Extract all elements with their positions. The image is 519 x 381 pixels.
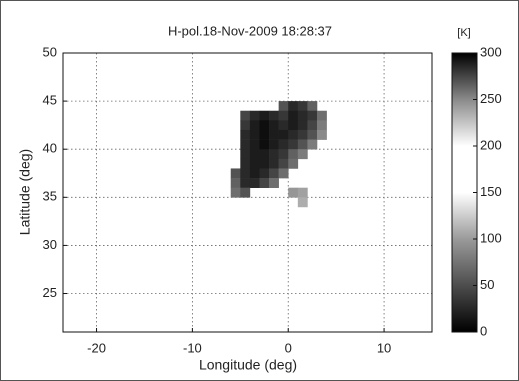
heat-cell — [269, 120, 279, 130]
heat-cell — [269, 149, 279, 159]
heat-cell — [288, 140, 298, 150]
y-tick-label: 35 — [43, 189, 57, 204]
heat-cell — [231, 168, 241, 178]
colorbar-tick-label: 0 — [480, 323, 487, 338]
heat-cell — [307, 101, 317, 111]
heat-cell — [269, 168, 279, 178]
heat-cell — [240, 168, 250, 178]
heat-cell — [279, 130, 289, 140]
heat-cell — [240, 149, 250, 159]
x-tick-label: -20 — [87, 340, 106, 355]
heat-cell — [231, 188, 241, 198]
heat-cell — [279, 140, 289, 150]
heat-cell — [288, 111, 298, 121]
heat-cell — [250, 130, 260, 140]
chart: H-pol.18-Nov-2009 18:28:37 Longitude (de… — [0, 0, 519, 381]
heat-cell — [250, 111, 260, 121]
heat-cell — [240, 178, 250, 188]
heat-cell — [269, 111, 279, 121]
colorbar-tick-label: 50 — [480, 277, 494, 292]
heat-cell — [250, 140, 260, 150]
y-tick-label: 40 — [43, 141, 57, 156]
heat-cell — [307, 111, 317, 121]
heat-cell — [298, 130, 308, 140]
heat-cell — [240, 159, 250, 169]
heat-cell — [279, 159, 289, 169]
y-tick-label: 50 — [43, 44, 57, 59]
heat-cell — [231, 178, 241, 188]
heat-cell — [279, 111, 289, 121]
heat-cell — [259, 120, 269, 130]
heat-cell — [307, 120, 317, 130]
heat-cell — [259, 168, 269, 178]
x-tick-label: 10 — [377, 340, 391, 355]
colorbar-label: [K] — [457, 27, 470, 39]
heat-cell — [288, 159, 298, 169]
heat-cell — [250, 159, 260, 169]
colorbar-tick-label: 200 — [480, 137, 502, 152]
x-tick-label: 0 — [285, 340, 292, 355]
y-tick-label: 30 — [43, 237, 57, 252]
heat-cell — [298, 101, 308, 111]
heat-cell — [269, 178, 279, 188]
heat-cell — [298, 188, 308, 198]
heat-cell — [307, 140, 317, 150]
heat-cell — [240, 188, 250, 198]
colorbar-tick-label: 150 — [480, 184, 502, 199]
heat-cell — [240, 140, 250, 150]
heat-cell — [259, 140, 269, 150]
heat-cell — [250, 168, 260, 178]
heat-cell — [259, 111, 269, 121]
heat-cell — [269, 159, 279, 169]
heat-cell — [269, 140, 279, 150]
heat-cell — [298, 140, 308, 150]
colorbar-tick-label: 250 — [480, 91, 502, 106]
heat-cell — [240, 130, 250, 140]
heat-cell — [317, 111, 327, 121]
heat-cell — [269, 130, 279, 140]
colorbar-tick-label: 100 — [480, 230, 502, 245]
colorbar-tick-label: 300 — [480, 44, 502, 59]
heat-cell — [288, 188, 298, 198]
heat-cell — [298, 149, 308, 159]
heat-cell — [317, 130, 327, 140]
y-tick-label: 25 — [43, 285, 57, 300]
heat-cell — [250, 149, 260, 159]
heat-cell — [250, 178, 260, 188]
heat-cell — [259, 130, 269, 140]
y-tick-label: 45 — [43, 93, 57, 108]
x-tick-label: -10 — [183, 340, 202, 355]
heat-cell — [298, 111, 308, 121]
y-axis-label: Latitude (deg) — [17, 149, 33, 235]
heat-cell — [288, 130, 298, 140]
heat-cell — [250, 120, 260, 130]
x-axis-label: Longitude (deg) — [199, 357, 297, 373]
heat-cell — [298, 197, 308, 207]
heat-cell — [279, 168, 289, 178]
heat-cell — [259, 159, 269, 169]
heat-cell — [288, 101, 298, 111]
heat-cell — [288, 120, 298, 130]
heat-cell — [279, 149, 289, 159]
heat-cell — [240, 120, 250, 130]
heat-cell — [307, 130, 317, 140]
heat-cell — [298, 120, 308, 130]
heat-cell — [259, 178, 269, 188]
heat-cell — [259, 149, 269, 159]
heat-cell — [317, 120, 327, 130]
chart-title: H-pol.18-Nov-2009 18:28:37 — [168, 23, 332, 38]
heat-cell — [279, 120, 289, 130]
heat-cell — [240, 111, 250, 121]
heat-cell — [288, 149, 298, 159]
heat-cell — [279, 101, 289, 111]
